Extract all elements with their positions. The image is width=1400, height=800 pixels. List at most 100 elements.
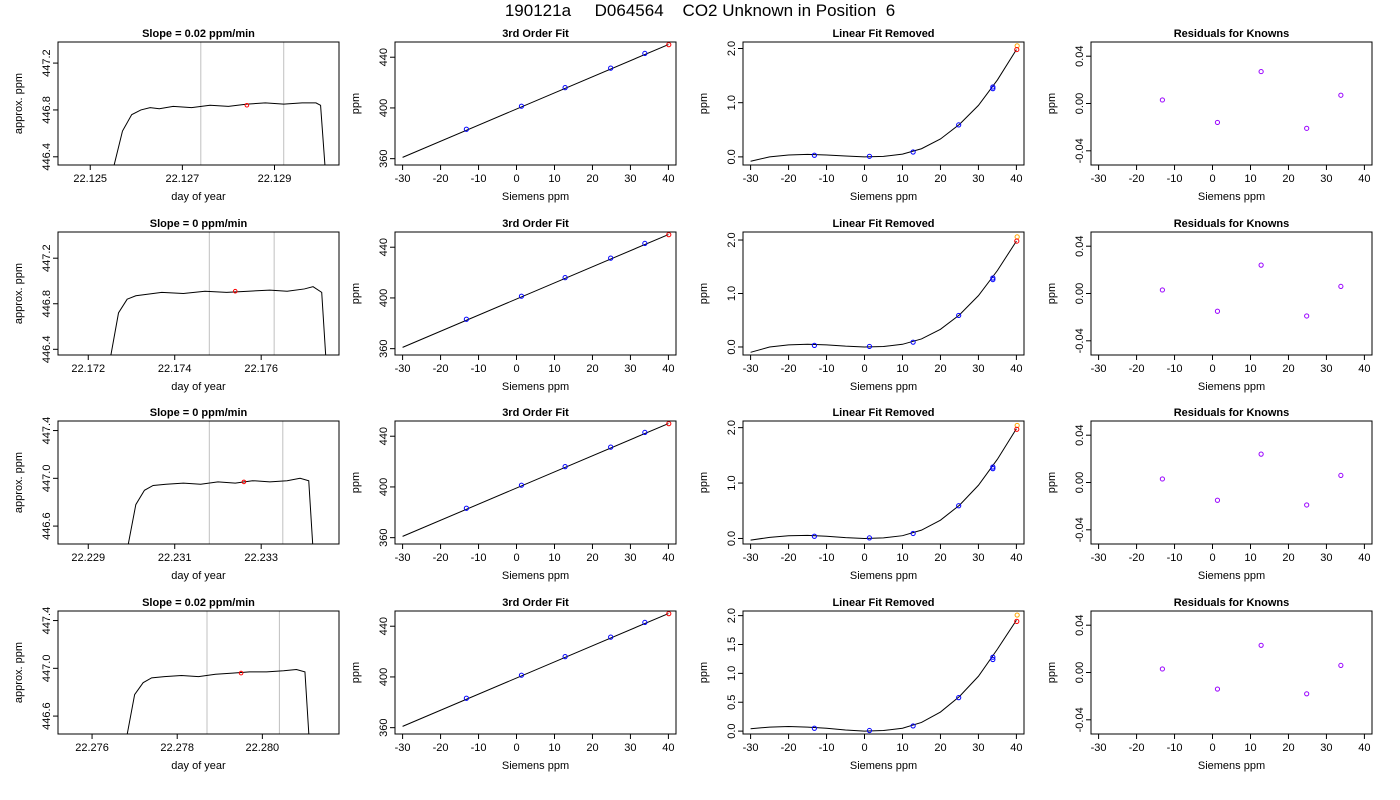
x-tick-label: -10	[819, 173, 835, 185]
x-tick-label: 40	[1010, 552, 1022, 564]
residual-point	[1159, 287, 1165, 293]
x-tick-label: 20	[586, 742, 598, 754]
known-point	[562, 85, 568, 91]
known-point	[956, 312, 962, 319]
x-tick-label: 0	[861, 742, 867, 754]
plot-area	[750, 234, 1020, 353]
x-tick-label: -30	[743, 173, 759, 185]
y-tick-label: 446.4	[41, 143, 53, 171]
x-tick-label: 22.172	[71, 363, 105, 375]
x-tick-label: 40	[1358, 552, 1370, 564]
unknown-point	[1014, 426, 1020, 432]
x-axis-label: Siemens ppm	[850, 381, 917, 393]
panel-r2-c2: 3rd Order Fit -30 -20 -10 0 10 20 30 40 360 400 440…	[350, 218, 677, 393]
known-point	[990, 466, 996, 472]
x-tick-label: 10	[896, 173, 908, 185]
x-tick-label: 40	[662, 742, 674, 754]
x-tick-label: 20	[934, 552, 946, 564]
x-tick-label: -30	[395, 742, 411, 754]
known-point	[562, 654, 568, 660]
x-tick-label: -20	[781, 552, 797, 564]
x-tick-label: 30	[624, 363, 636, 375]
known-point	[463, 505, 469, 511]
plot-area	[402, 421, 672, 537]
x-tick-label: 30	[1320, 173, 1332, 185]
known-point-alt	[990, 464, 996, 470]
y-tick-label: -0.04	[1074, 328, 1086, 353]
unknown-point	[666, 611, 672, 617]
plot-frame	[57, 420, 340, 545]
panel-r2-c3: Linear Fit Removed -30 -20 -10 0 10 20 30 40 0.0 1…	[698, 218, 1025, 393]
y-axis-label: ppm	[350, 662, 362, 683]
x-tick-label: -20	[433, 552, 449, 564]
y-tick-label: 0.00	[1074, 472, 1086, 493]
fit-curve	[750, 619, 1017, 732]
x-tick-label: 0	[513, 173, 519, 185]
y-tick-label: 0.0	[726, 723, 738, 738]
y-tick-label: 440	[378, 48, 390, 66]
x-tick-label: -10	[471, 742, 487, 754]
x-tick-label: 30	[972, 552, 984, 564]
unknown-point	[666, 42, 672, 48]
x-tick-label: 30	[1320, 363, 1332, 375]
y-tick-label: 0.5	[726, 695, 738, 710]
panel-r3-c1: Slope = 0 ppm/min 22.229 22.231 22.233 446.6…	[13, 407, 340, 582]
known-point	[463, 695, 469, 701]
x-tick-label: 22.231	[158, 552, 192, 564]
x-tick-label: -20	[781, 742, 797, 754]
y-tick-label: 0.04	[1074, 45, 1086, 66]
x-tick-label: 40	[662, 552, 674, 564]
y-tick-label: 1.5	[726, 637, 738, 652]
panel-r3-c2: 3rd Order Fit -30 -20 -10 0 10 20 30 40 360 400 440…	[350, 407, 677, 582]
known-point	[866, 153, 873, 159]
x-tick-label: -30	[1091, 552, 1107, 564]
x-tick-label: 10	[896, 363, 908, 375]
x-tick-label: -20	[433, 173, 449, 185]
y-tick-label: 400	[378, 289, 390, 307]
x-tick-label: 30	[624, 552, 636, 564]
x-tick-label: 20	[934, 363, 946, 375]
known-point	[990, 276, 996, 283]
y-axis-label: ppm	[1046, 472, 1058, 493]
x-tick-label: 30	[1320, 742, 1332, 754]
known-point	[518, 672, 525, 678]
x-axis-label: Siemens ppm	[850, 570, 917, 582]
panel-r3-c3: Linear Fit Removed -30 -20 -10 0 10 20 30 40 0.0 1…	[698, 407, 1025, 582]
unknown-point-alt	[1014, 234, 1020, 240]
x-tick-label: 10	[548, 552, 560, 564]
y-axis-label: ppm	[698, 472, 710, 493]
x-tick-label: -10	[1167, 173, 1183, 185]
x-tick-label: -10	[471, 552, 487, 564]
x-tick-label: 10	[1244, 742, 1256, 754]
fit-line	[402, 44, 669, 158]
plot-frame	[57, 41, 340, 166]
x-axis-label: Siemens ppm	[1198, 191, 1265, 203]
x-tick-label: 40	[1358, 173, 1370, 185]
y-tick-label: -0.04	[1074, 138, 1086, 163]
x-tick-label: -20	[1129, 742, 1145, 754]
known-point-alt	[990, 84, 996, 90]
panel-r2-c4: Residuals for Knowns -30 -20 -10 0 10 20 30 40 -0…	[1046, 218, 1373, 393]
x-tick-label: 20	[1282, 173, 1294, 185]
plot-area	[402, 611, 672, 727]
trace-line	[126, 669, 310, 734]
x-tick-label: -20	[781, 173, 797, 185]
y-axis-label: ppm	[698, 283, 710, 304]
panel-r1-c1: Slope = 0.02 ppm/min 22.125 22.127 22.129 44…	[13, 28, 340, 203]
x-tick-label: -20	[781, 363, 797, 375]
x-axis-label: day of year	[171, 381, 226, 393]
x-tick-label: 40	[1358, 363, 1370, 375]
y-tick-label: 447.2	[41, 244, 53, 272]
fit-curve	[750, 428, 1017, 541]
y-tick-label: -0.04	[1074, 517, 1086, 542]
known-point	[463, 126, 469, 132]
y-tick-label: 447.4	[41, 607, 53, 635]
x-tick-label: -20	[433, 742, 449, 754]
x-tick-label: 20	[934, 742, 946, 754]
panel-title: Residuals for Knowns	[1174, 28, 1290, 40]
residual-point	[1338, 662, 1344, 669]
x-axis-label: day of year	[171, 570, 226, 582]
residual-point	[1338, 283, 1344, 290]
